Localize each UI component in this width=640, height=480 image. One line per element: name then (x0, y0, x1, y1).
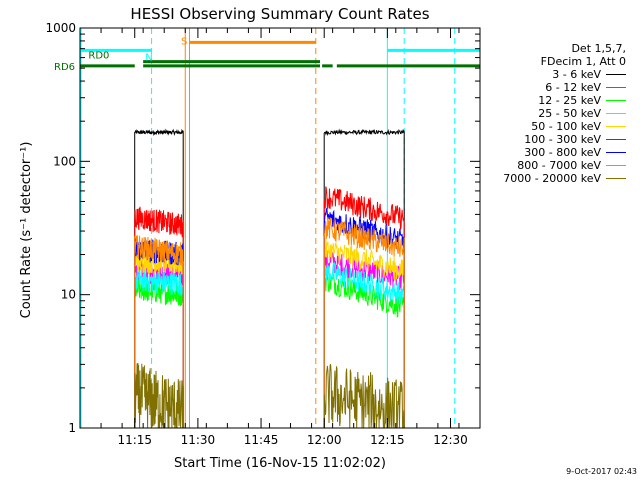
flag-label-rd6: RD6 (54, 62, 75, 73)
legend-header: Det 1,5,7, FDecim 1, Att 0 (532, 42, 626, 68)
legend-header-line-1: Det 1,5,7, (571, 42, 626, 55)
legend-swatch (606, 100, 626, 101)
legend-item: 7000 - 20000 keV (503, 172, 626, 185)
flag-label-n: N (145, 52, 152, 63)
series-line-8-seg-1 (323, 364, 405, 429)
plot-area: RD6 RD0 N S (54, 28, 480, 429)
legend-swatch (606, 87, 626, 88)
series-line-0-seg-1 (323, 128, 405, 428)
series-line-5-seg-0 (134, 206, 184, 428)
series-line-8-seg-0 (134, 363, 184, 429)
legend-swatch (606, 126, 626, 127)
legend-item: 25 - 50 keV (538, 107, 626, 120)
y-tick-label-1: 10 (61, 288, 76, 302)
series-line-0-seg-0 (134, 128, 184, 428)
y-tick-label-2: 100 (53, 154, 76, 168)
legend-swatch (606, 152, 626, 153)
legend-header-line-2: FDecim 1, Att 0 (540, 55, 626, 68)
x-tick-label-3: 12:00 (307, 433, 342, 447)
series-line-2-seg-0 (134, 277, 184, 428)
x-axis-label: Start Time (16-Nov-15 11:02:02) (174, 456, 386, 471)
y-tick-label-0: 1 (68, 421, 76, 435)
flag-label-s: S (181, 36, 187, 47)
series-line-3-seg-1 (323, 260, 405, 428)
series-line-7-seg-0 (134, 235, 184, 428)
flag-label-rd0: RD0 (88, 51, 109, 62)
y-tick-label-3: 1000 (45, 21, 76, 35)
legend-item: 300 - 800 keV (524, 146, 626, 159)
legend-label: 12 - 25 keV (538, 94, 601, 107)
axes: 1 10 100 1000 11:15 11:30 11:45 12:00 12:15 12:30 (45, 21, 481, 447)
x-tick-label-1: 11:30 (181, 433, 216, 447)
legend-item: 6 - 12 keV (545, 81, 626, 94)
legend-swatch (606, 113, 626, 114)
series-line-2-seg-1 (323, 272, 405, 428)
legend-label: 300 - 800 keV (524, 146, 601, 159)
legend-swatch (606, 165, 626, 166)
series-line-5-seg-1 (323, 186, 405, 428)
legend-item: 800 - 7000 keV (517, 159, 626, 172)
legend-label: 25 - 50 keV (538, 107, 601, 120)
series-line-3-seg-0 (134, 267, 184, 428)
x-tick-label-5: 12:30 (433, 433, 468, 447)
x-tick-label-2: 11:45 (244, 433, 279, 447)
series-line-7-seg-1 (323, 217, 405, 428)
legend-label: 3 - 6 keV (552, 68, 601, 81)
legend-item: 12 - 25 keV (538, 94, 626, 107)
x-tick-label-4: 12:15 (370, 433, 405, 447)
chart-title: HESSI Observing Summary Count Rates (130, 5, 429, 23)
legend-label: 100 - 300 keV (524, 133, 601, 146)
x-tick-label-0: 11:15 (117, 433, 152, 447)
legend-label: 800 - 7000 keV (517, 159, 601, 172)
legend-swatch (606, 74, 626, 75)
series-line-4-seg-1 (323, 237, 405, 428)
legend-swatch (606, 178, 626, 179)
legend-item: 3 - 6 keV (552, 68, 626, 81)
footer-timestamp: 9-Oct-2017 02:43 (566, 467, 637, 476)
legend-item: 100 - 300 keV (524, 133, 626, 146)
legend-label: 50 - 100 keV (531, 120, 601, 133)
legend-label: 7000 - 20000 keV (503, 172, 601, 185)
y-axis-label: Count Rate (s⁻¹ detector⁻¹) (19, 142, 34, 319)
plot-frame (79, 27, 481, 429)
legend-swatch (606, 139, 626, 140)
legend-label: 6 - 12 keV (545, 81, 601, 94)
legend-item: 50 - 100 keV (531, 120, 626, 133)
